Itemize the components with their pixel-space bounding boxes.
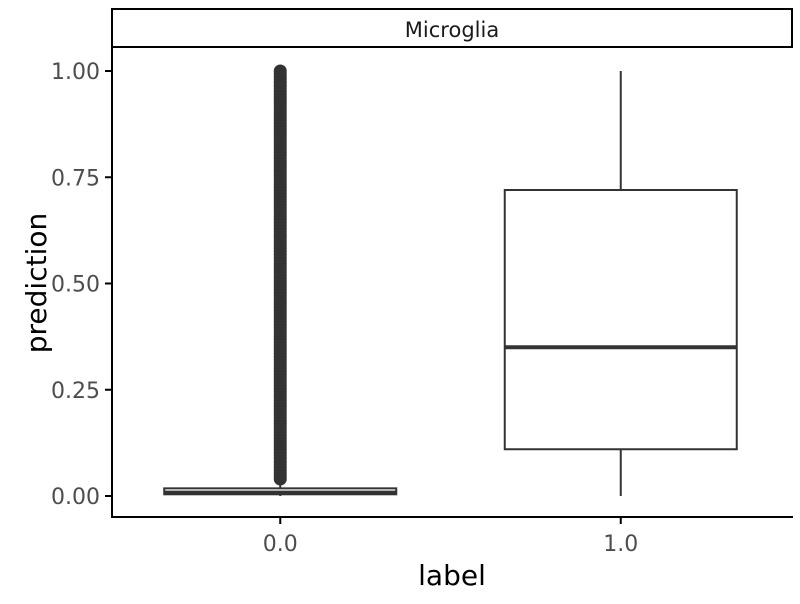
- facet-label: Microglia: [405, 18, 499, 42]
- y-tick-label: 0.75: [51, 166, 100, 191]
- y-axis-title: prediction: [20, 213, 53, 353]
- x-tick-label: 0.0: [263, 532, 298, 557]
- facet-strip: [111, 8, 793, 48]
- boxes: [163, 64, 738, 496]
- outlier-point: [273, 64, 287, 78]
- y-axis-ticks: 0.00 0.25 0.50 0.75 1.00: [51, 60, 112, 510]
- y-tick-label: 0.25: [51, 379, 100, 404]
- y-tick-label: 0.50: [51, 273, 100, 298]
- box-0.0: [163, 64, 398, 496]
- box-1.0: [503, 71, 738, 496]
- x-tick-label: 1.0: [603, 532, 638, 557]
- y-tick-label: 0.00: [51, 485, 100, 510]
- x-axis-ticks: 0.0 1.0: [263, 517, 638, 557]
- x-axis-title: label: [418, 559, 486, 592]
- y-tick-label: 1.00: [51, 60, 100, 85]
- box-iqr: [503, 189, 738, 451]
